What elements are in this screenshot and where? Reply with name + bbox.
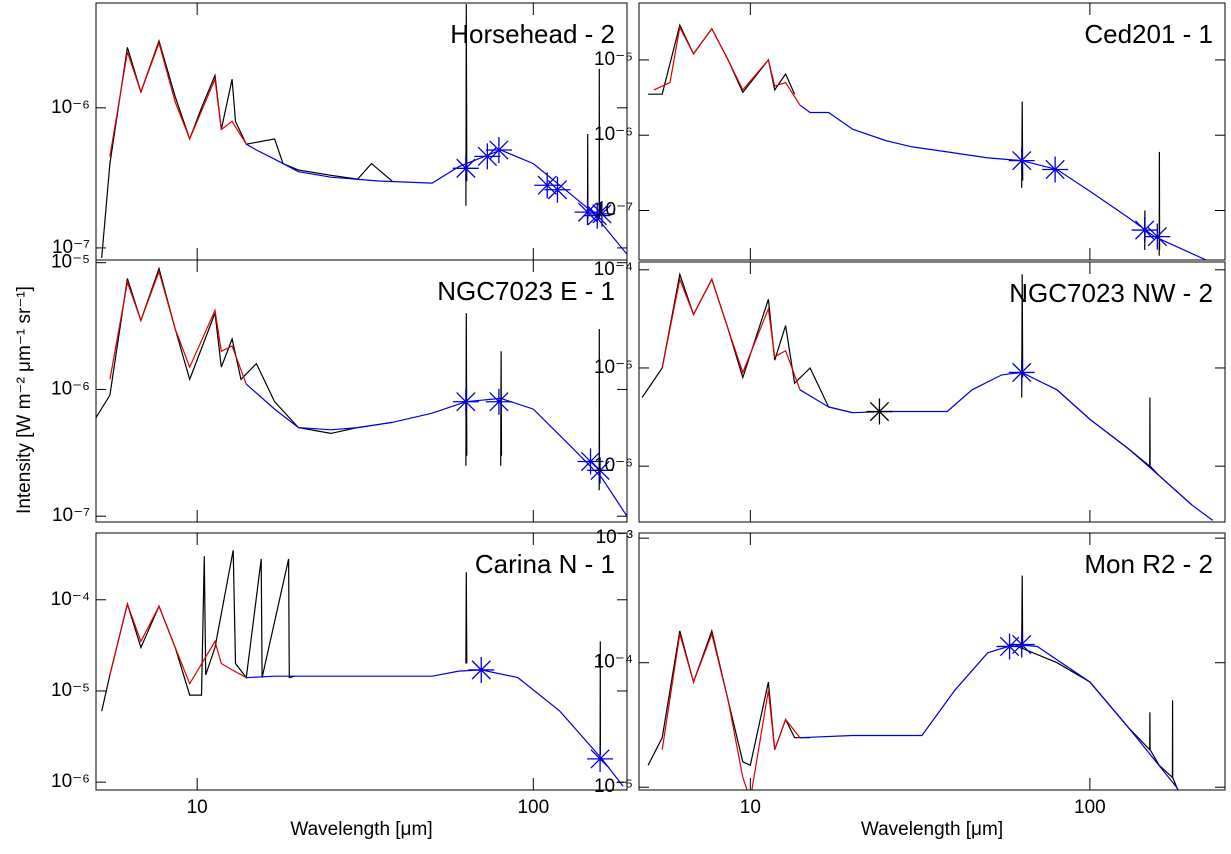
x-tick-label: 10 — [740, 797, 761, 818]
panel-frame — [638, 532, 1226, 791]
panel-title: Horsehead - 2 — [450, 19, 615, 49]
star-marker — [588, 200, 615, 227]
y-tick-label: 10⁻⁶ — [594, 455, 633, 476]
plot-area — [101, 4, 627, 258]
star-marker — [452, 155, 479, 182]
y-axis-label: Intensity [W m⁻² μm⁻¹ sr⁻¹] — [14, 286, 35, 514]
plot-area — [96, 266, 627, 517]
y-tick-label: 10⁻⁶ — [594, 124, 633, 145]
y-tick-label: 10⁻⁵ — [594, 776, 633, 797]
y-tick-label: 10⁻⁵ — [594, 49, 633, 70]
x-axis-label: Wavelength [μm] — [861, 819, 1003, 840]
panel: 10⁻⁵ 10⁻⁴ 10⁻³ 10 100 Wavelength [μm] Mon R2 -… — [594, 527, 1226, 840]
star-marker — [468, 656, 495, 683]
spectrum-line — [245, 383, 627, 517]
plot-area — [101, 550, 624, 787]
spectrum-line — [661, 631, 801, 790]
star-marker — [996, 633, 1023, 660]
x-tick-label: 100 — [1074, 797, 1106, 818]
panel-title: Mon R2 - 2 — [1084, 549, 1213, 579]
x-tick-label: 100 — [517, 797, 549, 818]
panel-frame — [638, 261, 1226, 523]
panel-frame — [95, 259, 628, 523]
y-tick-label: 10⁻⁴ — [51, 589, 90, 610]
x-axis-label: Wavelength [μm] — [290, 819, 432, 840]
panel-title: Ced201 - 1 — [1084, 19, 1213, 49]
spectrum-line — [246, 143, 627, 255]
y-tick-label: 10⁻⁵ — [51, 252, 90, 273]
spectrum-line — [96, 266, 601, 491]
spectrum-line — [653, 25, 801, 106]
spectrum-line — [109, 601, 247, 686]
y-tick-label: 10⁻⁷ — [52, 505, 90, 526]
star-marker — [574, 199, 601, 226]
panel: 10⁻⁷ 10⁻⁶ 10⁻⁵ NGC7023 E - 1 — [51, 252, 628, 526]
y-tick-label: 10⁻⁶ — [51, 97, 90, 118]
x-tick-label: 10 — [187, 797, 208, 818]
star-marker — [485, 388, 512, 415]
panel: 10⁻⁶ 10⁻⁵ 10⁻⁴ NGC7023 NW - 2 — [594, 259, 1226, 523]
star-marker — [1042, 156, 1069, 183]
star-marker — [1131, 217, 1158, 244]
spectrum-line — [648, 23, 1161, 256]
star-marker — [584, 202, 611, 229]
spectrum-line — [647, 575, 1179, 790]
panel-title: NGC7023 NW - 2 — [1009, 278, 1213, 308]
spectrum-line — [101, 550, 601, 755]
star-marker — [1008, 147, 1035, 174]
panel-title: NGC7023 E - 1 — [437, 276, 615, 306]
star-marker — [1008, 359, 1035, 386]
panel: 10⁻⁷ 10⁻⁶ Horsehead - 2 — [51, 2, 628, 261]
y-tick-label: 10⁻⁷ — [595, 200, 633, 221]
y-tick-label: 10⁻⁴ — [594, 652, 633, 673]
spectrum-line — [109, 41, 247, 157]
panel-title: Carina N - 1 — [475, 549, 615, 579]
panel-frame — [638, 2, 1226, 261]
spectrum-line — [246, 669, 624, 787]
y-tick-label: 10⁻⁵ — [594, 357, 633, 378]
star-marker — [485, 136, 512, 163]
plot-area — [641, 271, 1214, 521]
spectrum-line — [101, 4, 601, 258]
star-marker — [474, 143, 501, 170]
y-tick-label: 10⁻⁷ — [52, 237, 90, 258]
plot-area — [647, 575, 1179, 790]
star-marker — [544, 176, 571, 203]
plot-area — [648, 23, 1207, 260]
star-marker — [534, 172, 561, 199]
star-marker — [866, 398, 893, 425]
spectrum-line — [661, 277, 801, 391]
star-marker — [587, 745, 614, 772]
star-marker — [452, 388, 479, 415]
y-tick-label: 10⁻⁶ — [51, 378, 90, 399]
spectrum-line — [799, 104, 1207, 260]
panel-frame — [95, 532, 628, 791]
spectrum-line — [799, 371, 1214, 521]
panel: 10⁻⁷ 10⁻⁶ 10⁻⁵ Ced201 - 1 — [594, 2, 1226, 261]
spectrum-line — [799, 643, 1179, 790]
spectrum-line — [109, 269, 247, 385]
star-marker — [1144, 223, 1171, 250]
spectrum-line — [641, 271, 1193, 506]
panel: 10⁻⁶ 10⁻⁵ 10⁻⁴ 10 100 Wavelength [μm] Carina N… — [51, 532, 628, 840]
star-marker — [1008, 631, 1035, 658]
y-tick-label: 10⁻³ — [596, 527, 634, 548]
y-tick-label: 10⁻⁵ — [51, 680, 90, 701]
star-marker — [587, 457, 614, 484]
y-tick-label: 10⁻⁶ — [51, 771, 90, 792]
y-tick-label: 10⁻⁴ — [594, 259, 633, 280]
